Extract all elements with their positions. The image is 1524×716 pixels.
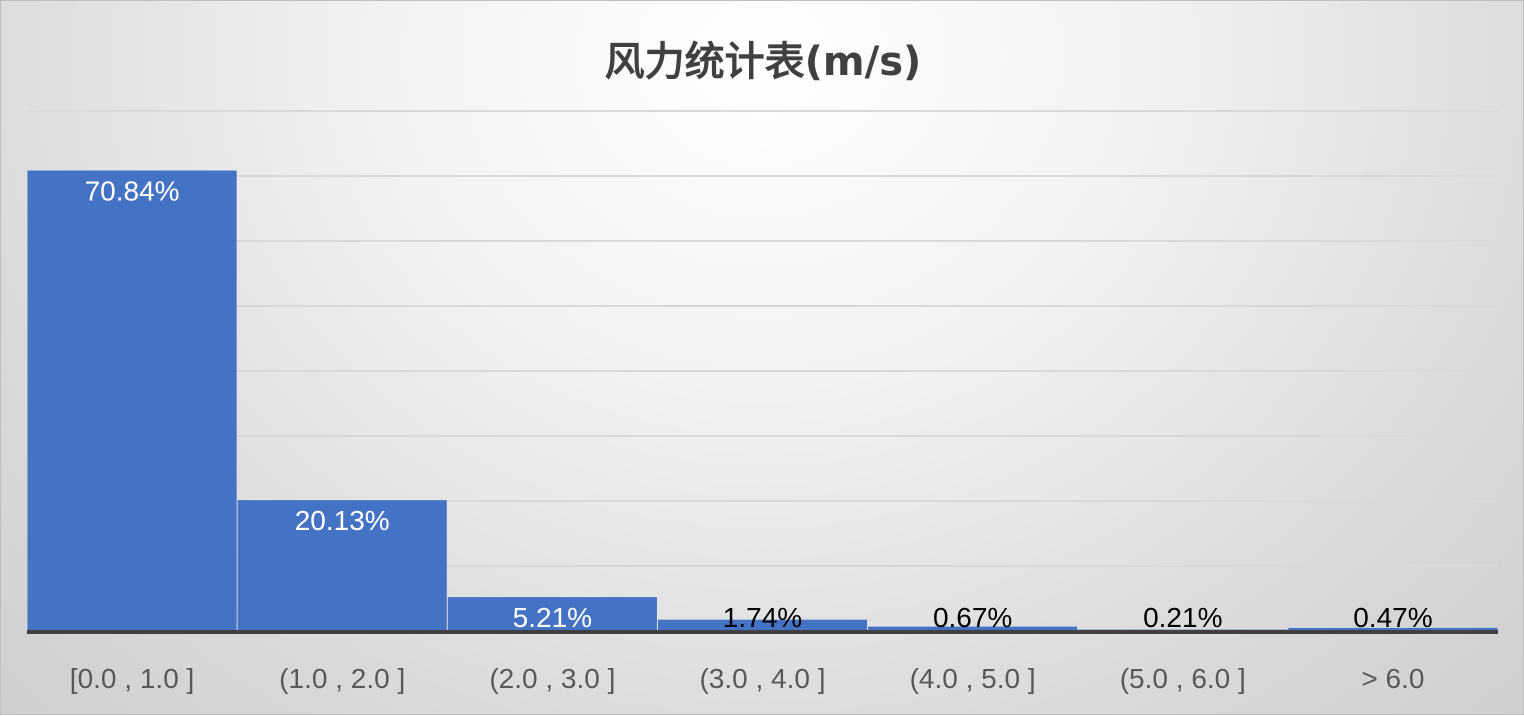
x-tick-label-3: (2.0 , 3.0 ] (489, 663, 615, 694)
gridlines (27, 110, 1498, 567)
bar-3 (447, 597, 657, 631)
data-label-3: 5.21% (513, 602, 592, 633)
bar-5 (868, 626, 1078, 631)
data-label-6: 0.21% (1143, 602, 1222, 633)
data-label-7: 0.47% (1353, 602, 1432, 633)
bar-7 (1288, 627, 1498, 631)
x-tick-label-2: (1.0 , 2.0 ] (279, 663, 405, 694)
x-tick-label-6: (5.0 , 6.0 ] (1120, 663, 1246, 694)
x-tick-label-4: (3.0 , 4.0 ] (699, 663, 825, 694)
chart-title: 风力统计表(m/s) (605, 39, 922, 85)
x-tick-labels: [0.0 , 1.0 ] (1.0 , 2.0 ] (2.0 , 3.0 ] (3.0… (70, 663, 1425, 694)
bar-1 (27, 170, 237, 632)
x-tick-label-1: [0.0 , 1.0 ] (70, 663, 195, 694)
x-tick-label-5: (4.0 , 5.0 ] (910, 663, 1036, 694)
data-label-4: 1.74% (723, 602, 802, 633)
data-labels: 70.84% 20.13% 5.21% 1.74% 0.67% 0.21% 0.47% (85, 176, 1433, 634)
bars (27, 170, 1498, 632)
data-label-1: 70.84% (85, 176, 180, 207)
x-tick-label-7: > 6.0 (1361, 663, 1424, 694)
data-label-2: 20.13% (295, 505, 390, 536)
bar-4 (657, 619, 868, 631)
bar-2 (237, 500, 447, 631)
data-label-5: 0.67% (933, 602, 1012, 633)
